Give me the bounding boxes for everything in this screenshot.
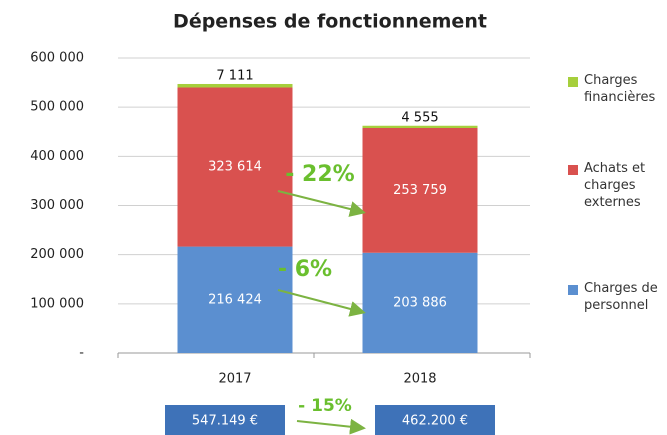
bar-segment [362,252,478,353]
y-tick-label: 200 000 [30,247,84,262]
total-label: 462.200 € [402,414,468,429]
value-label: 216 424 [208,292,262,307]
value-label: 253 759 [393,183,447,198]
y-tick-label: 600 000 [30,51,84,66]
legend-label: Charges financières [584,73,656,105]
annotation: - 15% [298,396,352,416]
y-tick-label: 400 000 [30,149,84,164]
legend-label: Charges de personnel [584,281,658,313]
arrow [277,190,366,217]
arrow [277,289,366,317]
bar-segment [177,83,293,88]
arrow [296,418,366,435]
annotation: - 6% [278,257,332,282]
value-label: 323 614 [208,160,262,175]
bar-segment [177,87,293,247]
legend-swatch [568,77,578,87]
x-tick-label: 2018 [403,372,436,387]
value-label: 4 555 [401,110,438,125]
legend-label: Achats et charges externes [584,161,646,210]
value-label: 7 111 [216,68,253,83]
legend-swatch [568,285,578,295]
total-box [375,405,495,435]
y-tick-label: 100 000 [30,296,84,311]
y-tick-label: - [79,346,84,361]
y-tick-label: 500 000 [30,100,84,115]
bar-segment [177,246,293,353]
legend-swatch [568,165,578,175]
chart-title: Dépenses de fonctionnement [173,11,487,33]
total-box [165,405,285,435]
value-label: 203 886 [393,295,447,310]
arrows [277,190,366,435]
bar-segment [362,125,478,128]
total-label: 547.149 € [192,414,258,429]
x-tick-label: 2017 [218,372,251,387]
annotation: - 22% [285,162,354,187]
bar-segment [362,127,478,253]
y-tick-label: 300 000 [30,198,84,213]
